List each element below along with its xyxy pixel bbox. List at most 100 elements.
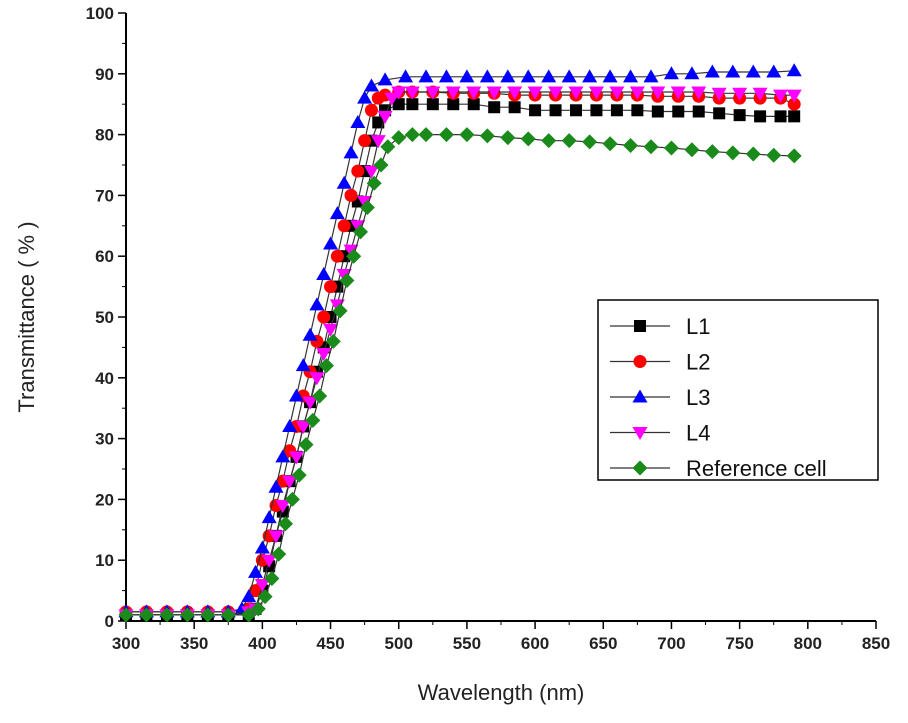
data-point [713, 107, 726, 120]
plot-area [118, 63, 802, 623]
data-point [766, 64, 782, 78]
data-point [787, 97, 801, 111]
data-point [623, 69, 639, 83]
data-point [350, 114, 366, 128]
data-point [643, 69, 659, 83]
data-point [357, 195, 373, 209]
y-axis-label: Transmittance ( % ) [14, 221, 39, 412]
y-tick-label: 10 [95, 551, 114, 570]
legend-label: L1 [686, 314, 710, 339]
data-point [745, 64, 761, 78]
data-point [672, 105, 685, 118]
data-point [118, 607, 134, 623]
data-point [318, 358, 334, 374]
data-point [359, 200, 375, 216]
data-point [336, 175, 352, 189]
x-tick-label: 500 [385, 634, 413, 653]
data-point [264, 570, 280, 586]
data-point [372, 116, 385, 129]
data-point [507, 86, 523, 100]
data-point [346, 248, 362, 264]
data-point [344, 188, 358, 202]
data-point [364, 103, 378, 117]
data-point [773, 89, 789, 103]
data-point [138, 607, 154, 623]
data-point [241, 589, 257, 603]
data-point [691, 86, 707, 100]
data-point [774, 110, 787, 123]
data-point [298, 437, 314, 453]
data-point [261, 510, 277, 524]
data-point [541, 133, 557, 149]
x-axis-label: Wavelength (nm) [418, 680, 585, 705]
data-point [445, 86, 461, 100]
y-tick-label: 40 [95, 369, 114, 388]
data-point [343, 244, 359, 258]
data-point [275, 449, 291, 463]
data-point [745, 146, 761, 162]
data-point [350, 220, 366, 234]
data-point [391, 130, 407, 146]
data-point [220, 607, 236, 623]
data-point [316, 347, 332, 361]
data-point [323, 323, 339, 337]
x-tick-label: 650 [589, 634, 617, 653]
data-point [278, 516, 294, 532]
data-point [312, 388, 328, 404]
data-point [325, 333, 341, 349]
y-tick-label: 70 [95, 186, 114, 205]
data-point [353, 224, 369, 240]
data-point [500, 130, 516, 146]
data-point [316, 266, 332, 280]
data-point [486, 86, 502, 100]
data-point [643, 139, 659, 155]
data-point [406, 98, 419, 111]
data-point [329, 206, 345, 220]
data-point [309, 372, 325, 386]
data-point [527, 86, 543, 100]
data-point [786, 63, 802, 77]
x-tick-label: 700 [657, 634, 685, 653]
legend-marker [633, 355, 647, 368]
y-tick-label: 20 [95, 490, 114, 509]
data-point [786, 89, 802, 103]
x-tick-label: 400 [248, 634, 276, 653]
data-point [733, 109, 746, 122]
data-point [357, 90, 373, 104]
legend-label: Reference cell [686, 456, 827, 481]
data-point [373, 157, 389, 173]
data-point [275, 499, 291, 513]
y-tick-label: 50 [95, 308, 114, 327]
data-point [447, 98, 460, 111]
data-point [330, 249, 344, 263]
data-point [752, 87, 768, 101]
data-point [582, 69, 598, 83]
data-point [725, 64, 741, 78]
data-point [351, 164, 365, 178]
data-point [425, 86, 441, 100]
data-point [500, 69, 516, 83]
data-point [670, 86, 686, 100]
data-point [282, 418, 298, 432]
axes: 300 350 400 450 500 550 600 650 700 750 800 850 0 10 2… [86, 4, 891, 653]
legend-marker [634, 320, 646, 332]
data-point [295, 358, 311, 372]
data-point [488, 101, 501, 114]
data-point [479, 69, 495, 83]
data-point [284, 491, 300, 507]
data-point [317, 310, 331, 324]
data-point [561, 133, 577, 149]
data-point [650, 86, 666, 100]
data-point [418, 127, 434, 143]
data-point [692, 105, 705, 118]
x-tick-label: 750 [725, 634, 753, 653]
data-point [257, 589, 273, 605]
data-point [459, 127, 475, 143]
data-point [254, 540, 270, 554]
data-point [358, 134, 372, 148]
data-point [159, 607, 175, 623]
data-point [788, 110, 801, 123]
data-point [459, 69, 475, 83]
data-point [786, 148, 802, 164]
data-point [302, 327, 318, 341]
